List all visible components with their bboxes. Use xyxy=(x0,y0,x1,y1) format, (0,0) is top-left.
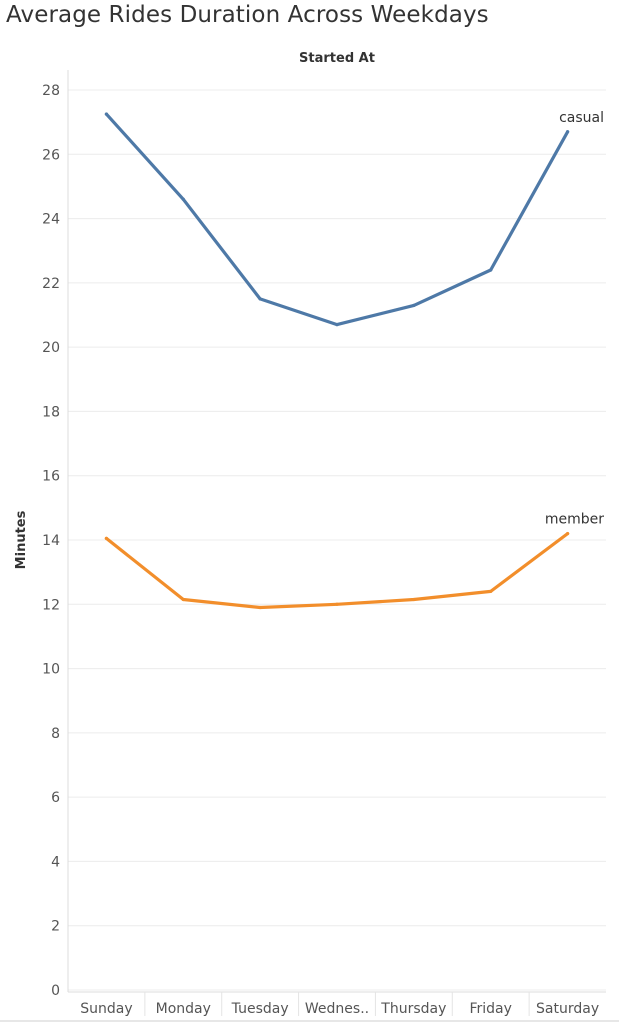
data-point xyxy=(181,597,185,602)
data-point xyxy=(412,303,416,307)
y-tick-label: 26 xyxy=(42,147,60,163)
x-tick-label: Tuesday xyxy=(231,1001,289,1017)
column-header: Started At xyxy=(299,51,375,66)
data-point xyxy=(412,597,416,602)
y-tick-label: 20 xyxy=(42,340,60,356)
x-tick-label: Friday xyxy=(469,1001,511,1017)
y-axis-label: Minutes xyxy=(14,510,29,569)
y-tick-label: 18 xyxy=(42,404,60,420)
x-tick-label: Monday xyxy=(156,1001,211,1017)
y-tick-label: 12 xyxy=(42,597,60,613)
data-point xyxy=(489,589,493,594)
data-point xyxy=(258,605,262,610)
y-tick-label: 2 xyxy=(51,919,60,935)
data-point xyxy=(565,531,570,536)
x-tick-labels: Sunday Monday Tuesday Wednes.. Thursday Frida… xyxy=(80,1001,599,1017)
y-tick-label: 8 xyxy=(51,726,60,742)
data-point xyxy=(258,297,262,301)
series-labels: casual member xyxy=(545,110,604,528)
y-tick-label: 14 xyxy=(42,533,60,549)
y-tick-label: 4 xyxy=(51,854,60,870)
y-tick-label: 0 xyxy=(51,983,60,999)
y-tick-label: 28 xyxy=(42,83,60,99)
series-line-casual xyxy=(104,112,570,327)
gridlines xyxy=(68,89,606,991)
y-tick-label: 10 xyxy=(42,662,60,678)
data-point xyxy=(335,323,339,327)
data-point xyxy=(104,536,109,540)
y-tick-label: 16 xyxy=(42,469,60,485)
axes xyxy=(0,70,619,1022)
series-lines xyxy=(104,112,570,610)
x-tick-label: Saturday xyxy=(536,1001,599,1017)
y-tick-label: 24 xyxy=(42,212,60,228)
chart-title: Average Rides Duration Across Weekdays xyxy=(6,2,489,28)
data-point xyxy=(335,602,339,606)
y-tick-label: 6 xyxy=(51,790,60,806)
y-tick-label: 22 xyxy=(42,276,60,292)
x-tick-label: Thursday xyxy=(380,1001,446,1017)
series-label-member: member xyxy=(545,512,604,528)
series-label-casual: casual xyxy=(559,110,604,126)
data-point xyxy=(565,130,570,134)
x-tick-label: Sunday xyxy=(80,1001,132,1017)
data-point xyxy=(104,112,109,116)
data-point xyxy=(489,268,493,272)
series-line-member xyxy=(104,531,570,610)
data-point xyxy=(181,197,185,201)
x-tick-label: Wednes.. xyxy=(305,1001,369,1017)
